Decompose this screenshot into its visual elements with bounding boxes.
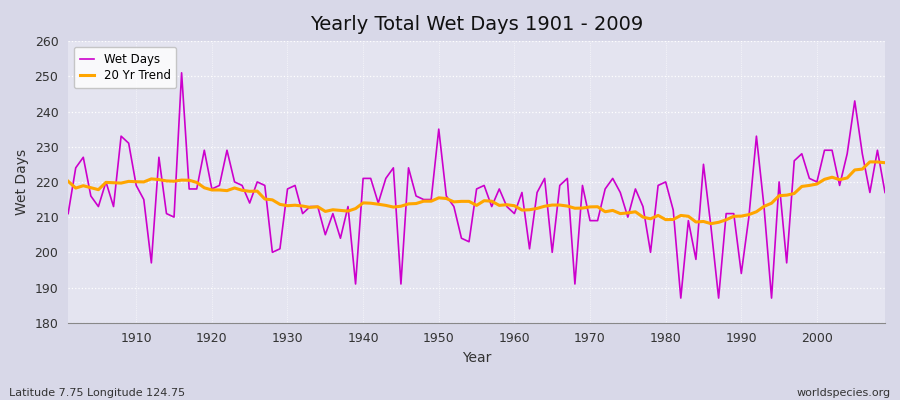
- 20 Yr Trend: [290, 203, 301, 208]
- 20 Yr Trend: [509, 203, 520, 208]
- 20 Yr Trend: [706, 221, 716, 226]
- 20 Yr Trend: [599, 209, 610, 214]
- 20 Yr Trend: [63, 179, 74, 184]
- Title: Yearly Total Wet Days 1901 - 2009: Yearly Total Wet Days 1901 - 2009: [310, 15, 644, 34]
- Y-axis label: Wet Days: Wet Days: [15, 149, 29, 215]
- 20 Yr Trend: [335, 208, 346, 213]
- Legend: Wet Days, 20 Yr Trend: Wet Days, 20 Yr Trend: [74, 47, 176, 88]
- 20 Yr Trend: [123, 179, 134, 184]
- Text: worldspecies.org: worldspecies.org: [796, 388, 891, 398]
- 20 Yr Trend: [879, 160, 890, 165]
- Wet Days: [879, 190, 890, 195]
- Wet Days: [509, 211, 520, 216]
- Line: Wet Days: Wet Days: [68, 73, 885, 298]
- Text: Latitude 7.75 Longitude 124.75: Latitude 7.75 Longitude 124.75: [9, 388, 185, 398]
- Wet Days: [517, 190, 527, 195]
- Wet Days: [675, 296, 686, 300]
- Wet Days: [343, 204, 354, 209]
- Wet Days: [123, 141, 134, 146]
- Line: 20 Yr Trend: 20 Yr Trend: [68, 162, 885, 224]
- Wet Days: [63, 211, 74, 216]
- Wet Days: [608, 176, 618, 181]
- Wet Days: [297, 211, 308, 216]
- 20 Yr Trend: [501, 202, 512, 207]
- 20 Yr Trend: [865, 160, 876, 164]
- Wet Days: [176, 70, 187, 75]
- X-axis label: Year: Year: [462, 351, 491, 365]
